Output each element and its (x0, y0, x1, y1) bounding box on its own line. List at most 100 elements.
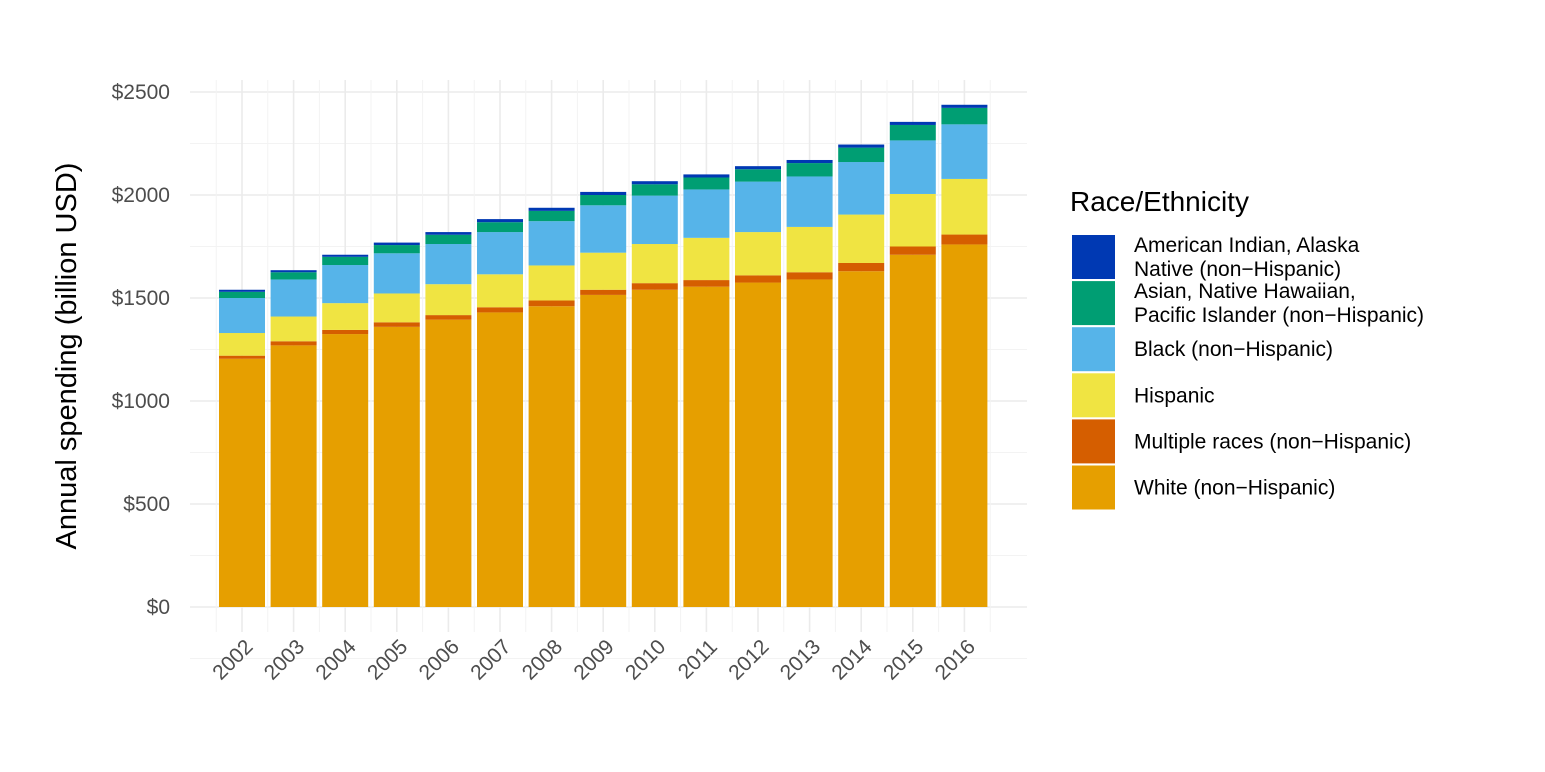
bar-multiple-2014 (838, 262, 885, 272)
bar-multiple-2007 (477, 307, 523, 313)
bar-aian-2002 (219, 289, 265, 292)
x-tick-label: 2013 (776, 635, 825, 684)
bar-aian-2012 (735, 166, 781, 170)
bar-black-2004 (322, 265, 369, 304)
bar-white-2009 (580, 294, 627, 607)
bar-asian-2007 (477, 222, 523, 233)
legend-key-hispanic (1072, 373, 1115, 418)
y-tick-label: $2000 (112, 184, 170, 207)
bar-aian-2015 (889, 121, 936, 125)
bar-black-2013 (786, 176, 833, 227)
bar-asian-2010 (631, 184, 678, 196)
x-tick-label: 2016 (931, 635, 980, 684)
bar-multiple-2015 (889, 246, 936, 255)
bar-black-2006 (425, 244, 472, 285)
legend-key-white (1072, 465, 1115, 510)
legend-label-asian: Asian, Native Hawaiian, (1134, 280, 1356, 303)
bar-asian-2002 (219, 291, 265, 298)
bar-black-2003 (270, 279, 317, 317)
bar-white-2014 (838, 271, 885, 607)
legend: Race/Ethnicity American Indian, AlaskaNa… (1070, 186, 1424, 510)
bar-white-2006 (425, 319, 472, 607)
y-tick-label: $500 (123, 493, 170, 516)
bar-aian-2006 (425, 232, 472, 235)
x-tick-label: 2014 (827, 635, 877, 685)
bar-hispanic-2010 (631, 244, 678, 284)
bar-black-2011 (683, 189, 730, 238)
bar-white-2015 (889, 254, 936, 608)
bar-white-2005 (373, 326, 420, 607)
bar-black-2012 (735, 181, 781, 233)
bar-hispanic-2007 (477, 274, 523, 308)
bar-aian-2013 (786, 159, 833, 164)
bar-aian-2014 (838, 144, 885, 148)
bar-asian-2003 (270, 272, 317, 280)
bar-hispanic-2011 (683, 237, 730, 281)
bar-hispanic-2014 (838, 214, 885, 263)
x-axis-ticks: 2002 2003 2004 2005 2006 2007 2008 2009 2010 2011… (208, 635, 980, 685)
legend-label-multiple: Multiple races (non−Hispanic) (1134, 430, 1411, 453)
bar-aian-2011 (683, 174, 730, 178)
bar-black-2015 (889, 140, 936, 194)
bar-aian-2009 (580, 191, 627, 195)
bar-hispanic-2004 (322, 303, 369, 330)
bar-white-2013 (786, 279, 833, 607)
bar-aian-2008 (528, 207, 575, 211)
bar-asian-2015 (889, 124, 936, 141)
bar-hispanic-2009 (580, 252, 627, 290)
legend-label-aian: Native (non−Hispanic) (1134, 258, 1341, 281)
bar-multiple-2009 (580, 289, 627, 295)
bar-hispanic-2005 (373, 293, 420, 323)
bar-hispanic-2008 (528, 265, 575, 301)
bar-asian-2013 (786, 163, 833, 177)
bar-white-2016 (941, 244, 988, 607)
legend-title: Race/Ethnicity (1070, 186, 1249, 217)
bar-aian-2003 (270, 270, 317, 273)
x-tick-label: 2005 (363, 635, 412, 684)
bar-multiple-2003 (270, 341, 317, 346)
bar-white-2011 (683, 286, 730, 607)
bar-multiple-2013 (786, 272, 833, 280)
bar-multiple-2010 (631, 283, 678, 290)
bar-asian-2009 (580, 195, 627, 206)
legend-label-black: Black (non−Hispanic) (1134, 338, 1333, 361)
bar-white-2007 (477, 312, 523, 607)
bars (219, 104, 988, 608)
bar-multiple-2011 (683, 280, 730, 287)
bar-asian-2012 (735, 169, 781, 182)
bar-asian-2011 (683, 177, 730, 190)
x-tick-label: 2015 (879, 635, 928, 684)
x-tick-label: 2003 (260, 635, 309, 684)
bar-asian-2008 (528, 210, 575, 222)
legend-label-white: White (non−Hispanic) (1134, 477, 1335, 500)
bar-aian-2010 (631, 181, 678, 185)
bar-black-2016 (941, 124, 988, 179)
x-tick-label: 2008 (518, 635, 567, 684)
bar-hispanic-2016 (941, 178, 988, 235)
y-tick-label: $0 (147, 596, 170, 619)
bar-hispanic-2012 (735, 232, 781, 276)
bar-multiple-2016 (941, 234, 988, 245)
legend-label-asian: Pacific Islander (non−Hispanic) (1134, 304, 1424, 327)
y-axis-label: Annual spending (billion USD) (51, 163, 83, 550)
bar-black-2002 (219, 298, 265, 334)
bar-white-2002 (219, 358, 265, 607)
bar-multiple-2012 (735, 275, 781, 283)
y-tick-label: $2500 (112, 81, 170, 104)
x-tick-label: 2010 (621, 635, 670, 684)
x-tick-label: 2007 (466, 635, 515, 684)
x-tick-label: 2012 (724, 635, 773, 684)
bar-hispanic-2015 (889, 193, 936, 247)
bar-black-2010 (631, 195, 678, 245)
bar-aian-2004 (322, 254, 369, 257)
bar-aian-2007 (477, 219, 523, 223)
bar-black-2008 (528, 221, 575, 266)
bar-black-2005 (373, 253, 420, 294)
bar-asian-2005 (373, 245, 420, 254)
legend-key-multiple (1072, 419, 1115, 464)
bar-asian-2004 (322, 256, 369, 266)
x-tick-label: 2002 (208, 635, 257, 684)
legend-key-black (1072, 327, 1115, 372)
